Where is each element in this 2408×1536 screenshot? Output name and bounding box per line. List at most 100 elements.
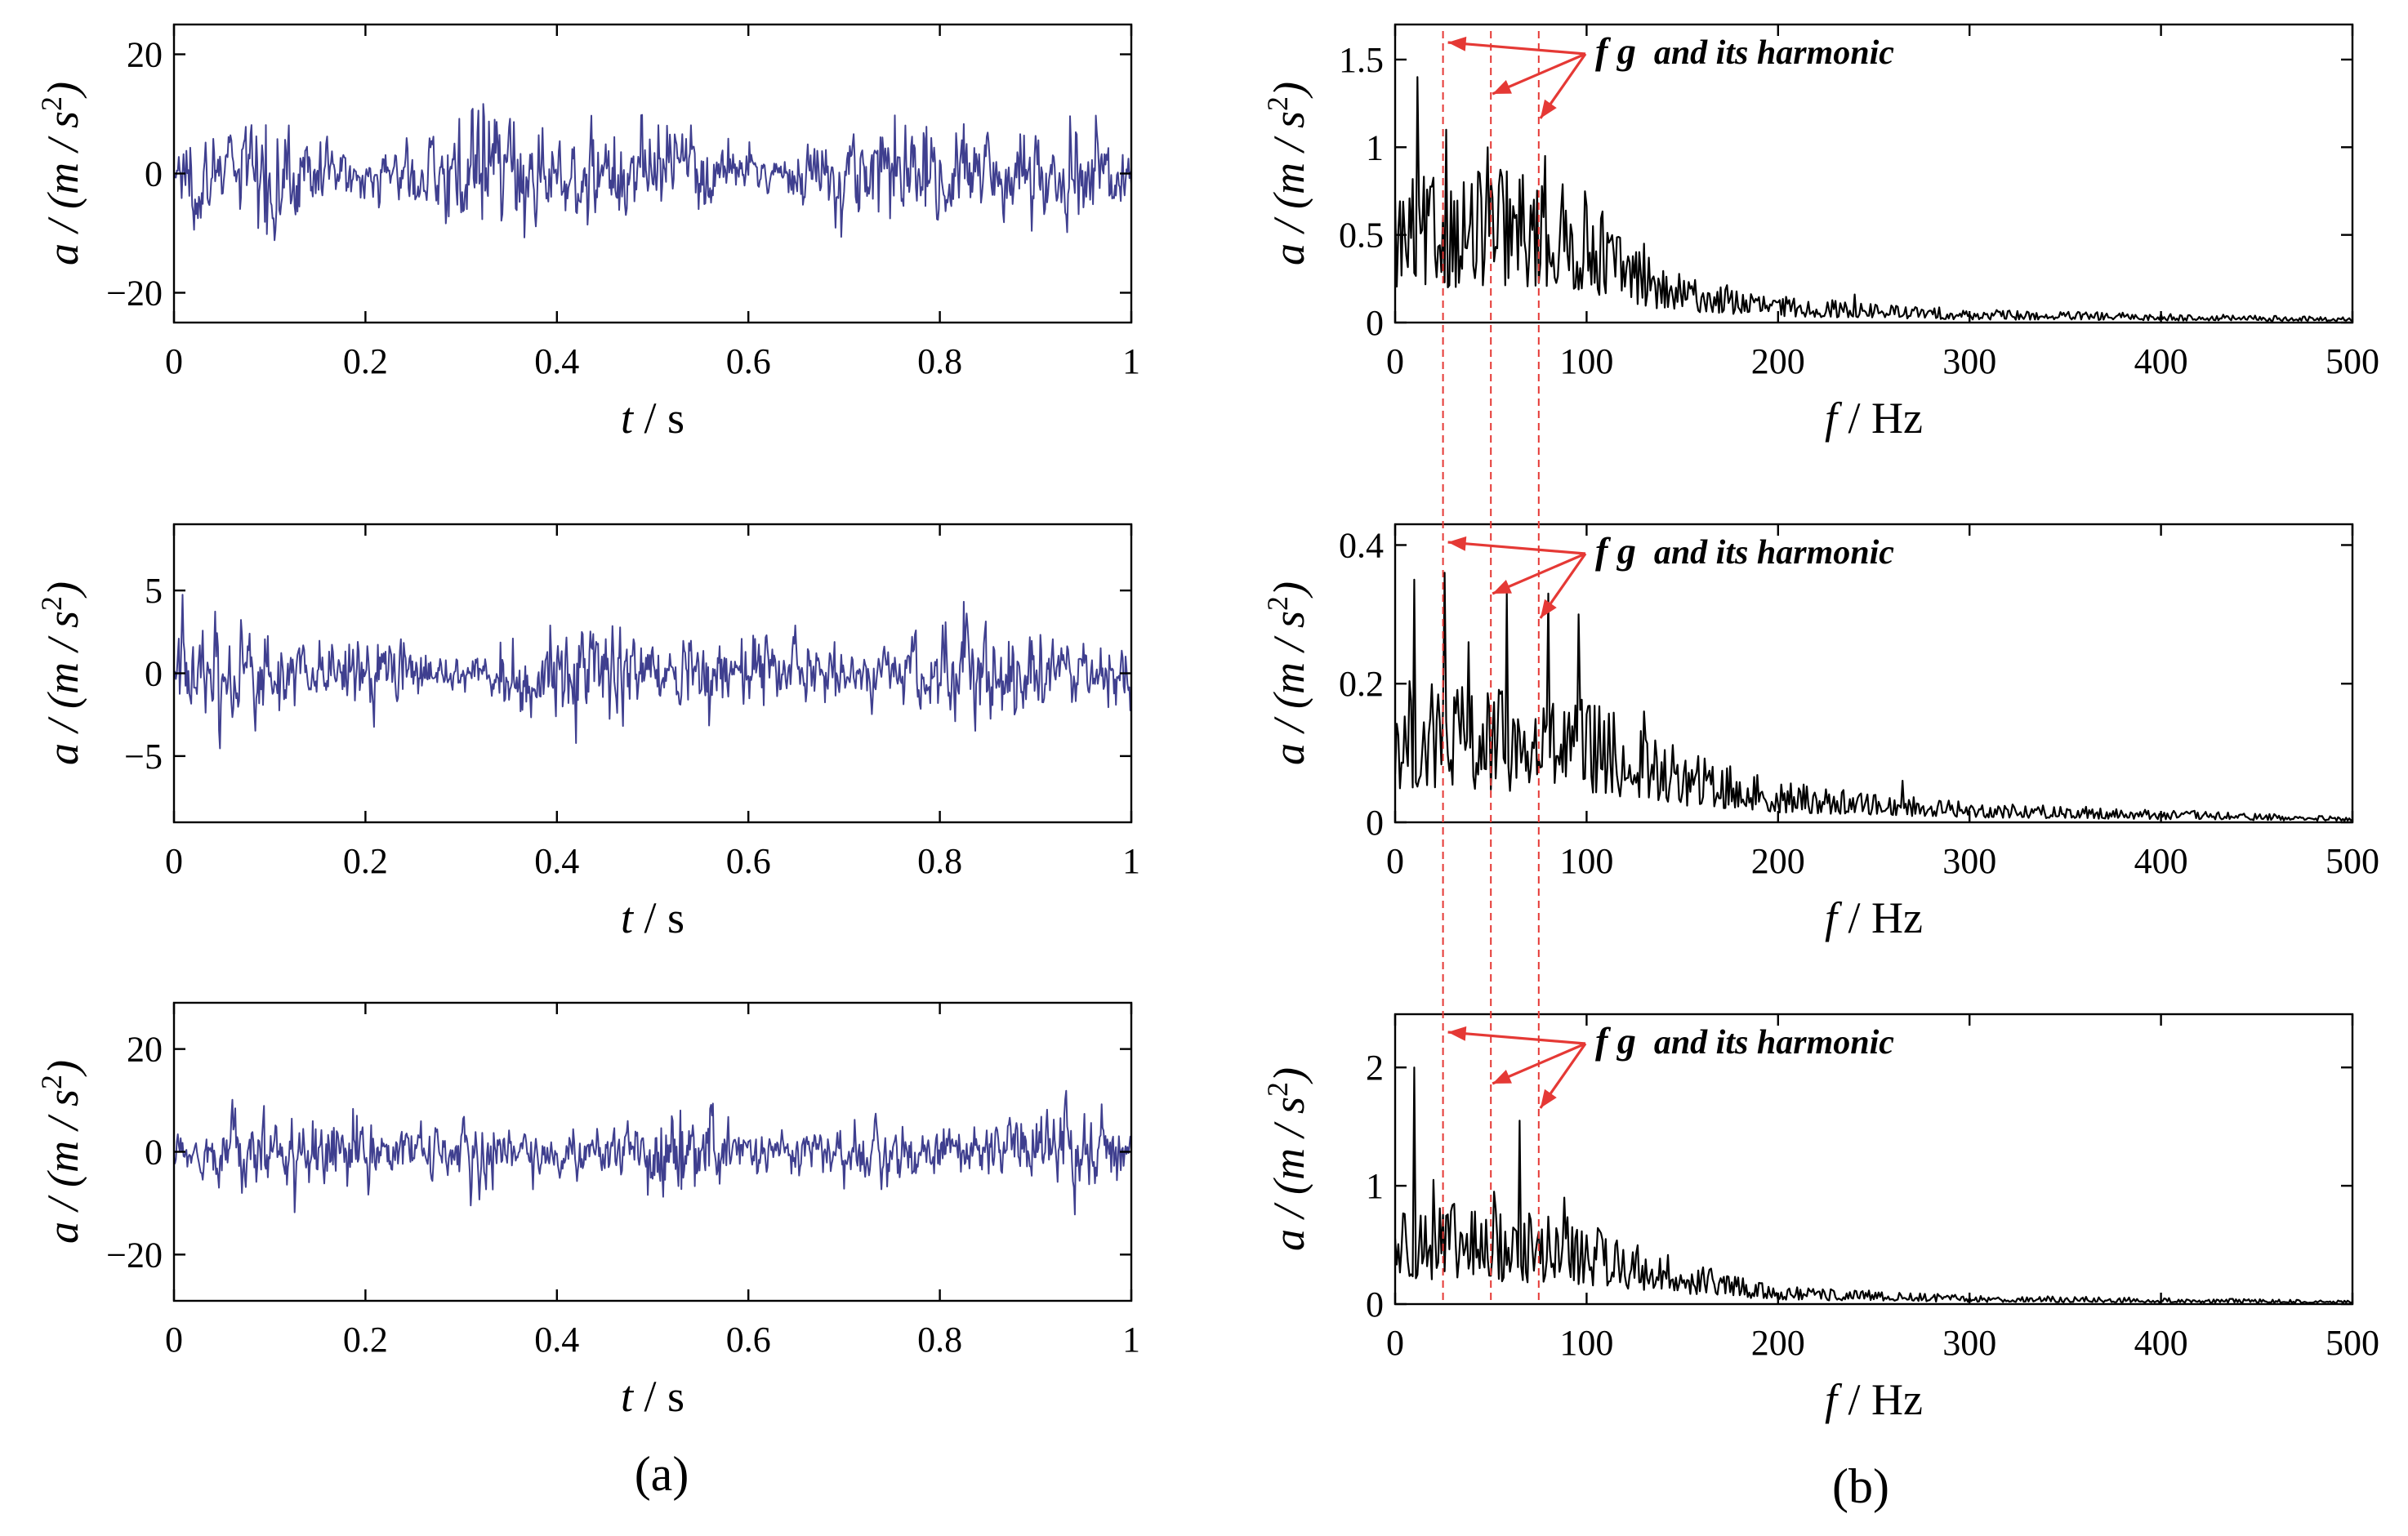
y-axis-close: ) [1264, 1067, 1313, 1084]
annotation-arrowhead [1540, 1089, 1557, 1108]
chart-b1: 0 100 200 300 400 500 0 0.5 1 1.5 f / Hz a / (m / s… [1261, 23, 2379, 443]
annotation-arrowhead [1492, 80, 1512, 94]
x-tick-label: 200 [1751, 341, 1805, 381]
x-axis-var: t [621, 394, 635, 443]
x-axis-unit: / s [633, 394, 684, 443]
y-axis-label: a / (m / s2) [35, 82, 87, 265]
y-axis-label: a / (m / s2) [35, 1060, 87, 1244]
x-tick-label: 0.4 [534, 1320, 579, 1360]
y-axis-close: ) [38, 1060, 87, 1077]
y-axis-close: ) [38, 581, 87, 599]
x-tick-label: 1 [1122, 1320, 1140, 1360]
y-axis-exponent: 2 [35, 1075, 68, 1089]
x-axis-var: t [621, 893, 635, 942]
y-tick-label: 0.5 [1339, 216, 1384, 256]
chart-a2: 0 0.2 0.4 0.6 0.8 1 −5 0 5 t / s a / (m / s2) [35, 523, 1140, 942]
x-tick-label: 0.2 [343, 841, 388, 881]
x-tick-label: 100 [1559, 1323, 1613, 1363]
y-tick-label: 2 [1366, 1048, 1384, 1088]
series-line-acceleration [174, 1089, 1131, 1216]
x-tick-label: 300 [1942, 841, 1996, 881]
y-axis-close: ) [1264, 581, 1313, 599]
y-axis-var: a [38, 243, 87, 265]
y-axis-unit: / (m / s [1264, 111, 1313, 243]
x-tick-label: 0 [1386, 841, 1404, 881]
y-tick-label: 1.5 [1339, 40, 1384, 80]
x-tick-label: 0.6 [726, 1320, 771, 1360]
y-axis-label: a / (m / s2) [1261, 1067, 1313, 1251]
annotation-main: f g [1595, 530, 1636, 572]
x-axis-unit: / s [633, 893, 684, 942]
x-axis-label: f / Hz [1825, 893, 1923, 942]
annotation-arrowhead [1540, 599, 1557, 618]
x-tick-label: 0.8 [917, 1320, 962, 1360]
y-tick-label: 1 [1366, 1166, 1384, 1206]
plot-frame [1394, 23, 2354, 324]
chart-a3: 0 0.2 0.4 0.6 0.8 1 −20 0 20 t / s a / (m / s2) [35, 1001, 1140, 1421]
y-axis-exponent: 2 [1261, 1082, 1294, 1097]
annotation-arrow [1447, 41, 1586, 56]
y-tick-label: 0.4 [1339, 525, 1384, 565]
x-tick-label: 100 [1559, 841, 1613, 881]
y-axis-var: a [38, 743, 87, 765]
x-axis-unit: / Hz [1837, 394, 1923, 443]
annotation-arrow [1447, 1031, 1586, 1045]
annotation-rest: and its harmonic [1654, 34, 1894, 72]
y-axis-unit: / (m / s [38, 1089, 87, 1222]
x-tick-label: 0.4 [534, 341, 579, 381]
y-axis-unit: / (m / s [38, 111, 87, 243]
y-axis-close: ) [1264, 82, 1313, 99]
x-tick-label: 0.8 [917, 341, 962, 381]
x-tick-label: 400 [2134, 341, 2188, 381]
x-axis-var: t [621, 1372, 635, 1421]
x-tick-label: 0.6 [726, 841, 771, 881]
x-tick-label: 0 [1386, 341, 1404, 381]
annotation-main: f g [1595, 1020, 1636, 1062]
y-tick-label: 0 [145, 154, 163, 194]
x-tick-label: 200 [1751, 841, 1805, 881]
x-tick-label: 0.2 [343, 341, 388, 381]
x-tick-label: 500 [2326, 841, 2379, 881]
annotation-rest: and its harmonic [1654, 1024, 1894, 1062]
y-tick-label: 0 [1366, 303, 1384, 343]
x-axis-label: t / s [621, 893, 684, 942]
annotation-main: f g [1595, 30, 1636, 72]
harmonic-annotation: f g and its harmonic [1595, 1020, 1894, 1062]
harmonic-annotation: f g and its harmonic [1595, 530, 1894, 572]
panel-label-b: (b) [1832, 1459, 1889, 1513]
x-axis-label: t / s [621, 1372, 684, 1421]
y-axis-unit: / (m / s [38, 611, 87, 743]
annotation-arrowhead [1540, 99, 1557, 118]
annotation-arrowhead [1447, 536, 1467, 551]
annotation-arrowhead [1492, 580, 1512, 594]
harmonic-overlay [1442, 31, 1540, 1304]
y-tick-label: −20 [106, 274, 163, 314]
x-axis-unit: / Hz [1837, 893, 1923, 942]
y-axis-unit: / (m / s [1264, 1097, 1313, 1229]
x-tick-label: 0.4 [534, 841, 579, 881]
y-tick-label: −20 [106, 1235, 163, 1275]
x-tick-label: 500 [2326, 341, 2379, 381]
x-tick-label: 0 [165, 341, 183, 381]
annotation-arrow [1447, 541, 1586, 555]
x-tick-label: 1 [1122, 841, 1140, 881]
y-tick-label: −5 [124, 737, 163, 777]
harmonic-annotation: f g and its harmonic [1595, 30, 1894, 72]
y-tick-label: 0 [145, 654, 163, 694]
y-tick-label: 20 [127, 1030, 163, 1070]
y-axis-label: a / (m / s2) [1261, 581, 1313, 765]
x-tick-label: 0.2 [343, 1320, 388, 1360]
y-axis-var: a [38, 1222, 87, 1244]
y-tick-label: 20 [127, 35, 163, 75]
y-tick-label: 1 [1366, 127, 1384, 167]
x-axis-label: t / s [621, 394, 684, 443]
y-axis-close: ) [38, 82, 87, 99]
series-line-acceleration [174, 103, 1131, 242]
x-tick-label: 200 [1751, 1323, 1805, 1363]
y-axis-exponent: 2 [35, 96, 68, 111]
x-axis-label: f / Hz [1825, 1375, 1923, 1424]
